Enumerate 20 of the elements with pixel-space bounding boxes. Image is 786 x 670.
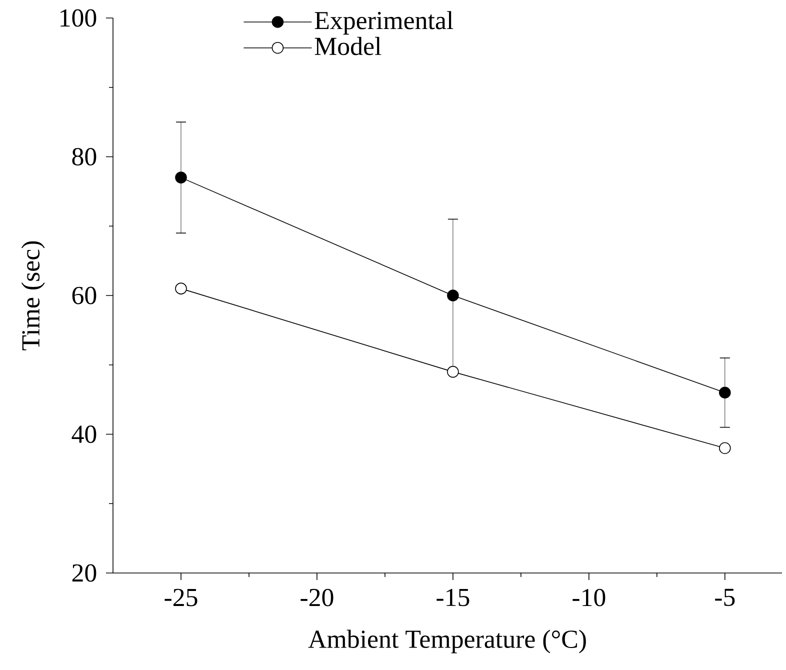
y-tick-label: 40 bbox=[72, 426, 96, 443]
x-tick-label: -10 bbox=[572, 588, 606, 606]
legend-label: Model bbox=[314, 36, 382, 56]
point bbox=[175, 282, 187, 294]
point bbox=[175, 172, 187, 184]
point bbox=[447, 290, 459, 302]
point bbox=[718, 442, 731, 454]
x-tick-label: -5 bbox=[715, 588, 735, 606]
y-tick-label: 80 bbox=[72, 148, 96, 166]
point bbox=[718, 386, 731, 399]
x-tick-label: -20 bbox=[300, 588, 334, 606]
y-tick-label: 20 bbox=[72, 564, 96, 582]
x-axis-title: Ambient Temperature (°C) bbox=[308, 630, 586, 654]
point bbox=[447, 366, 459, 378]
y-axis-title: Time (sec) bbox=[21, 241, 45, 350]
x-tick-label: -15 bbox=[436, 588, 470, 606]
x-tick-label: -25 bbox=[164, 588, 198, 606]
y-tick-label: 60 bbox=[72, 286, 96, 304]
y-tick-label: 100 bbox=[60, 9, 96, 27]
legend-label: Experimental bbox=[314, 11, 454, 35]
